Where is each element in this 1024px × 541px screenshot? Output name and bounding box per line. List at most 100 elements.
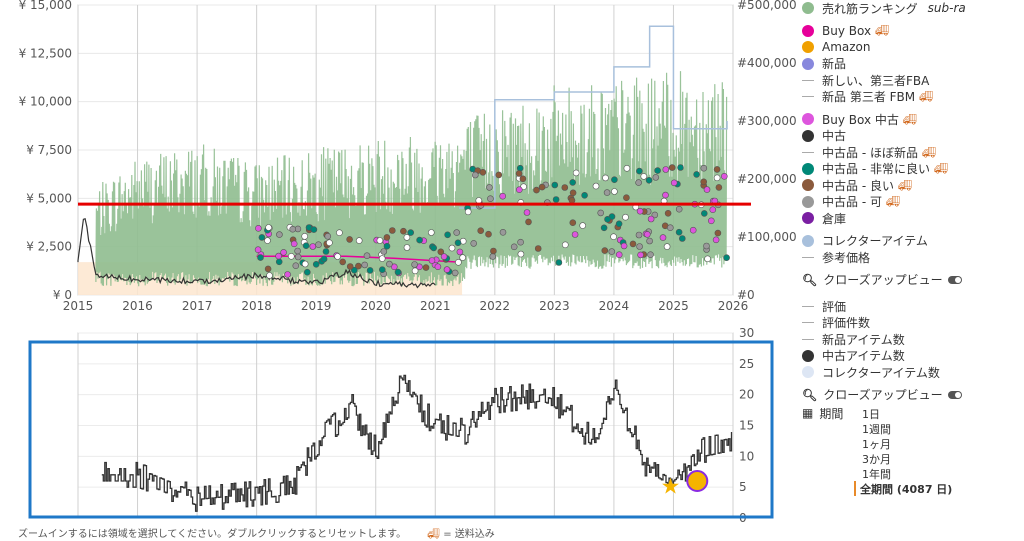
legend-item[interactable]: Buy Box 中古 🚚︎	[802, 111, 1024, 128]
condition-marker	[623, 165, 631, 172]
legend-item[interactable]: コレクターアイテム数	[802, 364, 1024, 381]
condition-marker	[289, 225, 297, 233]
period-option[interactable]: 1日	[862, 407, 880, 421]
condition-marker	[254, 246, 262, 253]
condition-marker	[464, 208, 472, 216]
condition-marker	[516, 164, 524, 172]
closeup-toggle-bottom[interactable]: 🔍︎ クローズアップビュー	[802, 387, 1024, 404]
condition-marker	[376, 237, 384, 244]
condition-marker	[292, 262, 300, 270]
legend-item[interactable]: 新品アイテム数	[802, 331, 1024, 348]
truck-icon: 🚚︎	[427, 529, 440, 540]
toggle-icon[interactable]	[947, 275, 962, 284]
period-all[interactable]: 全期間 (4087 日)	[854, 480, 1024, 496]
condition-marker	[662, 191, 669, 199]
condition-marker	[611, 188, 618, 195]
series-collector	[459, 25, 728, 209]
condition-marker	[723, 254, 730, 262]
condition-marker	[443, 266, 451, 273]
condition-marker	[700, 178, 708, 186]
legend-item[interactable]: Buy Box 🚚︎	[802, 23, 1024, 40]
condition-marker	[265, 224, 272, 231]
condition-marker	[637, 251, 644, 259]
condition-marker	[363, 252, 371, 259]
legend-item[interactable]: 評価	[802, 298, 1024, 315]
closeup-toggle-top[interactable]: 🔍︎ クローズアップビュー	[802, 272, 1024, 289]
selection-box	[28, 340, 774, 519]
period-option[interactable]: 3か月	[862, 452, 891, 466]
calendar-icon: ▦	[802, 406, 814, 421]
y-tick-label: 25	[739, 357, 754, 371]
period-option[interactable]: 1ヶ月	[862, 437, 891, 451]
period-option[interactable]: 1年間	[862, 467, 891, 481]
magnifier-icon: 🔍︎	[802, 272, 818, 287]
legend-item[interactable]: 新品 第三者 FBM 🚚︎	[802, 89, 1024, 106]
legend-item[interactable]: 参考価格	[802, 249, 1024, 266]
condition-marker	[517, 238, 524, 246]
condition-marker	[453, 229, 461, 236]
condition-marker	[515, 186, 523, 193]
legend-item[interactable]: 中古アイテム数	[802, 348, 1024, 365]
legend-marker	[802, 79, 814, 81]
condition-marker	[615, 251, 623, 258]
condition-marker	[703, 186, 711, 193]
condition-marker	[495, 171, 503, 179]
legend-marker	[802, 162, 814, 175]
condition-marker	[301, 260, 309, 268]
y-left-tick-label: ¥ 0	[53, 288, 72, 302]
legend-marker	[802, 113, 814, 126]
condition-marker	[336, 229, 343, 236]
condition-marker	[603, 189, 611, 196]
condition-marker	[709, 206, 717, 213]
condition-marker	[383, 234, 391, 241]
toggle-icon[interactable]	[947, 390, 962, 399]
legend-item[interactable]: 新品	[802, 56, 1024, 73]
legend-item[interactable]: 中古品 - ほぼ新品 🚚︎	[802, 144, 1024, 161]
legend-item[interactable]: 新しい、第三者FBA	[802, 72, 1024, 89]
condition-marker	[312, 260, 320, 268]
y-tick-label: 10	[739, 449, 754, 463]
legend-item[interactable]: コレクターアイテム	[802, 233, 1024, 250]
condition-marker	[322, 248, 330, 255]
legend-marker	[802, 234, 814, 247]
condition-marker	[471, 171, 479, 179]
condition-marker	[355, 262, 362, 270]
legend-label: 中古品 - ほぼ新品	[822, 145, 918, 160]
legend-item[interactable]: 中古品 - 非常に良い 🚚︎	[802, 161, 1024, 178]
sub-rank-label[interactable]: sub-ra	[927, 1, 966, 16]
legend-item[interactable]: 中古品 - 可 🚚︎	[802, 194, 1024, 211]
period-option[interactable]: 1週間	[862, 422, 891, 436]
condition-marker	[629, 240, 637, 248]
condition-marker	[320, 255, 328, 263]
condition-marker	[485, 230, 492, 238]
legend-item[interactable]: 中古	[802, 128, 1024, 145]
legend-label: コレクターアイテム	[822, 234, 928, 249]
legend-item[interactable]: 中古品 - 良い 🚚︎	[802, 177, 1024, 194]
condition-marker	[499, 229, 507, 236]
period-header: ▦ 期間	[802, 405, 1024, 422]
condition-marker	[519, 175, 527, 183]
condition-marker	[294, 247, 301, 255]
legend-item[interactable]: 倉庫	[802, 210, 1024, 227]
y-right-tick-label: #0	[737, 288, 755, 302]
legend-marker	[802, 57, 814, 70]
legend-label: 中古品 - 非常に良い	[822, 162, 930, 177]
price-chart[interactable]: ¥ 0 ¥ 2,500 ¥ 5,000 ¥ 7,500 ¥ 10,000 ¥ 12,500…	[19, 0, 797, 313]
condition-marker	[715, 184, 723, 191]
condition-marker	[383, 242, 391, 250]
condition-marker	[615, 220, 623, 228]
condition-marker	[403, 234, 411, 241]
legend-marker	[802, 179, 814, 192]
legend-item[interactable]: 評価件数	[802, 315, 1024, 332]
legend-item[interactable]: 売れ筋ランキング sub-ra	[802, 0, 1024, 17]
x-tick-label: 2020	[360, 299, 391, 313]
legend-label: 中古品 - 可	[822, 195, 882, 210]
condition-marker	[700, 164, 708, 172]
legend-item[interactable]: Amazon	[802, 39, 1024, 56]
condition-marker	[290, 240, 298, 248]
legend-label: 新品	[822, 57, 847, 72]
condition-marker	[310, 226, 318, 233]
x-tick-label: 2017	[182, 299, 213, 313]
truck-icon: 🚚︎	[921, 145, 936, 159]
